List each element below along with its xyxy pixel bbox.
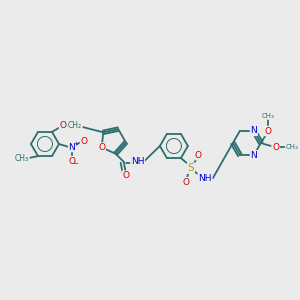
Text: NH: NH: [131, 157, 144, 166]
Text: O: O: [68, 157, 76, 166]
Text: N: N: [69, 142, 75, 152]
Text: O: O: [182, 178, 189, 187]
Text: +: +: [73, 141, 78, 146]
Text: O: O: [264, 127, 271, 136]
Text: O: O: [272, 142, 279, 152]
Text: CH₂: CH₂: [68, 122, 82, 130]
Text: CH₃: CH₃: [15, 154, 29, 163]
Text: N: N: [250, 126, 257, 135]
Text: CH₃: CH₃: [262, 113, 274, 119]
Text: O: O: [80, 136, 88, 146]
Text: O: O: [59, 122, 67, 130]
Text: CH₃: CH₃: [286, 144, 298, 150]
Text: O: O: [98, 143, 105, 152]
Text: O: O: [194, 151, 201, 160]
Text: NH: NH: [198, 174, 211, 183]
Text: S: S: [188, 163, 194, 173]
Text: O: O: [122, 171, 129, 180]
Text: N: N: [250, 151, 257, 160]
Text: −: −: [73, 161, 78, 167]
